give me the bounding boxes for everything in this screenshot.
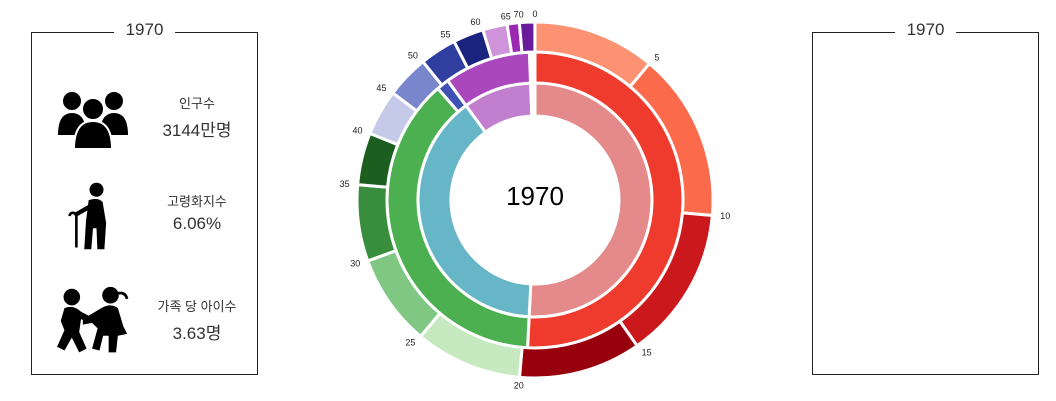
tick-label-50: 50 [408,50,418,60]
tick-label-5: 5 [655,53,660,63]
tick-label-10: 10 [720,211,730,221]
aging-index-label: 고령화지수 [167,194,227,209]
population-label: 인구수 [179,96,215,111]
outer-ring-segment-14[interactable] [517,20,537,55]
left-info-panel: 1970 인구수 3144만명 고령화지수 6.06% [31,20,258,375]
people-group-icon [58,92,128,150]
children-per-family-label: 가족 당 아이수 [157,299,237,314]
children-playing-icon [57,286,129,353]
tick-label-55: 55 [440,29,450,39]
tick-label-65: 65 [501,11,511,21]
population-stat: 인구수 3144만명 [32,83,257,153]
tick-label-45: 45 [376,83,386,93]
left-panel-year: 1970 [113,20,176,40]
chart-center-year: 1970 [506,181,564,211]
tick-label-60: 60 [471,17,481,27]
tick-label-30: 30 [350,259,360,269]
elderly-person-icon [68,182,107,250]
tick-label-35: 35 [340,179,350,189]
right-panel-year: 1970 [894,20,957,40]
tick-label-20: 20 [514,380,524,390]
aging-index-stat: 고령화지수 6.06% [32,181,257,251]
tick-label-15: 15 [642,347,652,357]
population-value: 3144만명 [162,121,232,140]
tick-label-70: 70 [514,10,524,20]
children-per-family-value: 3.63명 [172,324,222,343]
tick-label-40: 40 [352,125,362,135]
aging-index-value: 6.06% [172,214,222,233]
children-per-family-stat: 가족 당 아이수 3.63명 [32,286,257,356]
right-info-panel: 1970 [812,20,1039,375]
chart-rings [355,20,715,380]
chart-tick-labels: 0 5 10 15 20 25 30 35 40 45 50 55 60 65 70 [340,9,731,390]
tick-label-25: 25 [405,337,415,347]
tick-label-0: 0 [532,9,537,19]
